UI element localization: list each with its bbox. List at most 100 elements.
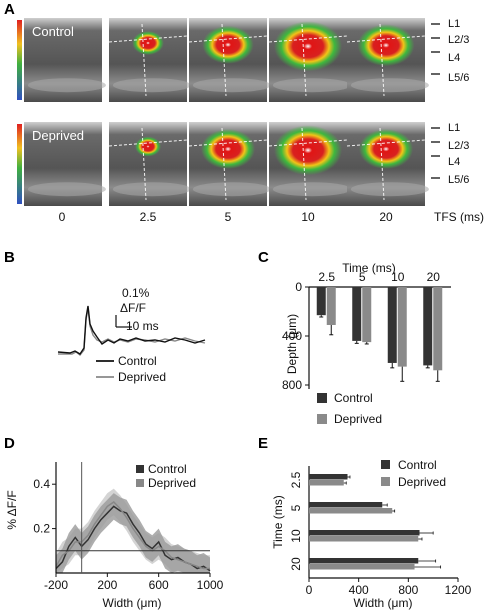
legend-swatch bbox=[381, 460, 390, 469]
panel-label-b: B bbox=[4, 249, 15, 266]
layer-label-l23-2: L2/3 bbox=[448, 140, 469, 152]
y-tick-label: 0.2 bbox=[33, 522, 50, 536]
activation-spot bbox=[357, 24, 415, 67]
layer-ticks-deprived bbox=[431, 127, 440, 179]
imaging-tile bbox=[108, 122, 191, 206]
condition-label-control: Control bbox=[32, 24, 74, 39]
activation-spot bbox=[274, 21, 342, 72]
layer-label-l4: L4 bbox=[448, 52, 460, 64]
legend-swatch bbox=[317, 414, 327, 424]
imaging-tile bbox=[346, 122, 429, 206]
imaging-tile bbox=[268, 122, 351, 206]
bar-deprived bbox=[362, 287, 372, 343]
layer-label-l23: L2/3 bbox=[448, 34, 469, 46]
bar-control bbox=[309, 474, 348, 480]
category-label: 5 bbox=[289, 504, 303, 511]
width-bar-chart: 0 400 800 1200 2.5 5 10 20 Control Deprived bbox=[289, 458, 472, 597]
legend-swatch bbox=[136, 465, 144, 473]
legend-label: Control bbox=[398, 458, 437, 472]
bar-control bbox=[309, 530, 420, 536]
legend-swatch bbox=[317, 393, 327, 403]
bar-deprived bbox=[326, 287, 336, 325]
x-tick-label: 400 bbox=[349, 583, 369, 597]
scale-units: ΔF/F bbox=[120, 301, 146, 315]
bar-control bbox=[309, 558, 419, 564]
scale-amplitude: 0.1% bbox=[122, 286, 150, 300]
x-tick-label: 200 bbox=[97, 578, 117, 592]
activation-spot bbox=[135, 136, 161, 157]
activation-spot bbox=[359, 129, 413, 169]
imaging-tile bbox=[24, 122, 106, 206]
activation-spot bbox=[132, 31, 164, 55]
imaging-tile bbox=[108, 18, 191, 102]
scale-time: 10 ms bbox=[126, 319, 159, 333]
confidence-band-control bbox=[56, 493, 210, 573]
category-label: 5 bbox=[359, 270, 366, 284]
y-tick-label: 800 bbox=[282, 378, 302, 392]
bar-control bbox=[352, 287, 362, 341]
bar-control bbox=[423, 287, 433, 366]
activation-spot bbox=[202, 25, 254, 64]
legend-label-deprived: Deprived bbox=[118, 370, 166, 384]
bar-deprived bbox=[309, 508, 393, 514]
panel-label-e: E bbox=[258, 435, 268, 452]
legend-swatch bbox=[381, 477, 390, 486]
depth-bar-chart: 0 400 800 2.5 5 10 20 Control Deprived bbox=[282, 270, 451, 426]
layer-label-l1: L1 bbox=[448, 18, 460, 30]
bar-deprived bbox=[309, 564, 415, 570]
activation-spot bbox=[201, 129, 255, 169]
colorbar-control bbox=[17, 20, 22, 100]
panel-label-d: D bbox=[4, 435, 15, 452]
time-axis-label: TFS (ms) bbox=[434, 210, 484, 224]
condition-label-deprived: Deprived bbox=[32, 128, 84, 143]
layer-label-l4-2: L4 bbox=[448, 156, 460, 168]
trace-panel bbox=[57, 305, 206, 356]
x-tick-label: -200 bbox=[44, 578, 68, 592]
bar-control bbox=[316, 287, 326, 316]
bar-deprived bbox=[309, 536, 419, 542]
trace-deprived bbox=[58, 307, 206, 356]
depth-chart-ylabel: Depth (μm) bbox=[285, 314, 299, 374]
time-label-20: 20 bbox=[379, 210, 393, 224]
trace-control bbox=[57, 305, 206, 355]
category-label: 20 bbox=[427, 270, 441, 284]
x-tick-label: 0 bbox=[306, 583, 313, 597]
category-label: 2.5 bbox=[289, 471, 303, 488]
category-label: 20 bbox=[289, 557, 303, 571]
imaging-tile bbox=[346, 18, 429, 102]
y-tick-label: 0 bbox=[295, 280, 302, 294]
depth-chart-title: Time (ms) bbox=[342, 261, 396, 275]
legend-label-control: Control bbox=[118, 354, 157, 368]
y-tick-label: 400 bbox=[282, 329, 302, 343]
imaging-tile bbox=[268, 18, 351, 102]
x-tick-label: 1000 bbox=[197, 578, 224, 592]
bar-control bbox=[387, 287, 397, 363]
activation-spot bbox=[274, 125, 342, 176]
legend-label: Control bbox=[148, 462, 187, 476]
bar-control bbox=[309, 502, 383, 508]
legend-label: Deprived bbox=[398, 475, 446, 489]
time-label-0: 0 bbox=[59, 210, 66, 224]
panel-label-a: A bbox=[4, 1, 15, 18]
profile-chart-xlabel: Width (μm) bbox=[103, 596, 162, 610]
time-label-2-5: 2.5 bbox=[140, 210, 157, 224]
imaging-tile bbox=[188, 122, 271, 206]
bar-deprived bbox=[309, 480, 344, 486]
width-chart-ylabel: Time (ms) bbox=[271, 495, 285, 549]
legend-label: Deprived bbox=[148, 476, 196, 490]
x-tick-label: 600 bbox=[149, 578, 169, 592]
colorbar-deprived bbox=[17, 124, 22, 204]
layer-label-l56: L5/6 bbox=[448, 72, 469, 84]
time-label-10: 10 bbox=[301, 210, 315, 224]
x-tick-label: 800 bbox=[398, 583, 418, 597]
panel-label-c: C bbox=[258, 249, 269, 266]
time-label-5: 5 bbox=[225, 210, 232, 224]
y-tick-label: 0.4 bbox=[33, 477, 50, 491]
profile-chart-ylabel: % ΔF/F bbox=[5, 490, 19, 529]
imaging-tile bbox=[188, 18, 271, 102]
imaging-tile bbox=[24, 18, 106, 102]
legend-swatch bbox=[136, 479, 144, 487]
category-label: 10 bbox=[391, 270, 405, 284]
layer-ticks-control bbox=[431, 23, 440, 75]
